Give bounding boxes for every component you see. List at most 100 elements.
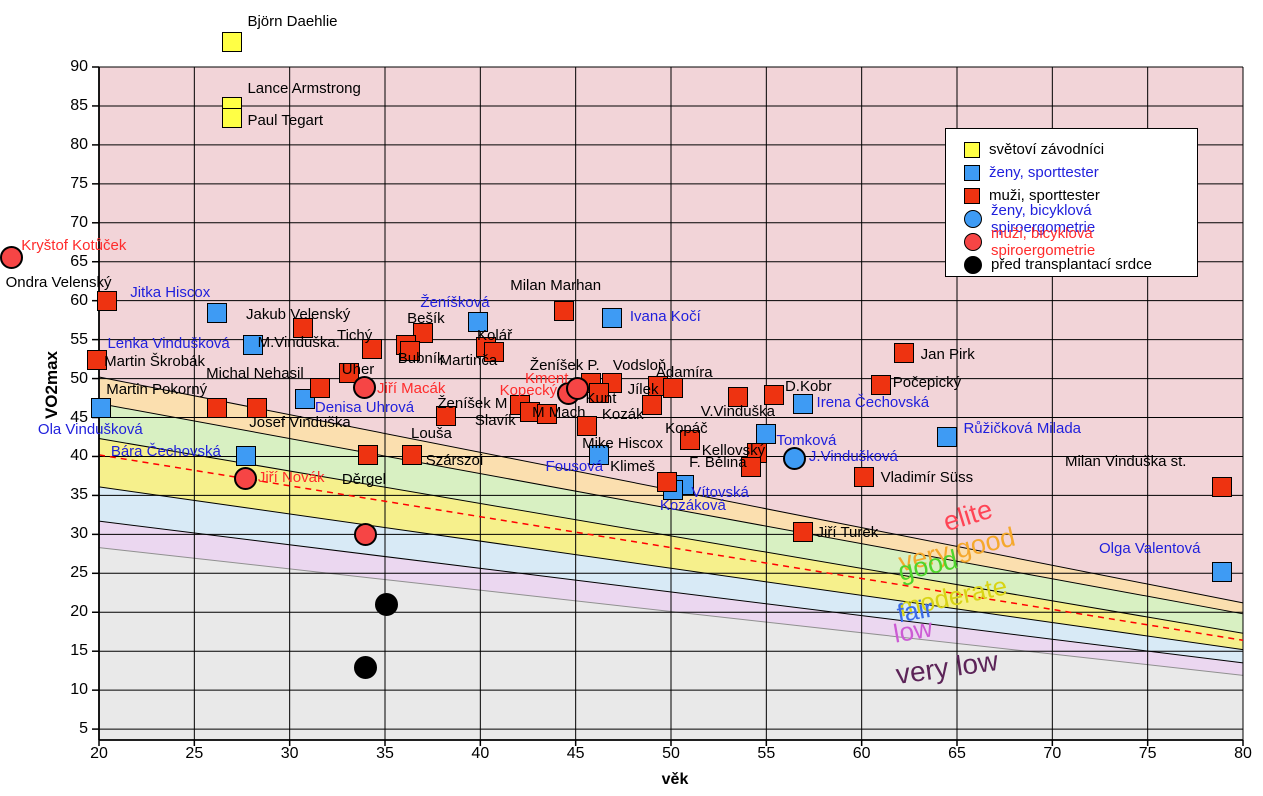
data-point-kop [680,430,701,451]
data-point-klime [657,472,678,493]
point-label: Olga Valentová [1099,539,1201,557]
x-axis-title: věk [661,771,689,788]
point-label: Bára Čechovská [110,442,221,460]
data-point-michal-nehasil [310,377,331,398]
point-label: Ondra Velenský [5,273,112,291]
point-label: Björn Daehlie [247,13,338,31]
point-label: Děrgel [341,470,387,488]
legend-marker-circle [964,255,982,274]
point-label: V.Vinduška [700,403,775,421]
data-point-m-mach [537,404,558,425]
point-label: Kopecký [499,381,558,399]
point-label: Ivana Kočí [629,307,701,325]
x-tick-label: 60 [852,745,871,762]
y-tick-label: 50 [70,369,88,387]
point-label: Ola Vindušková [37,421,143,439]
data-point-milan-marhan [554,300,575,321]
data-point-ji-mac-k [352,376,376,400]
y-tick-label: 90 [70,58,88,75]
point-label: Jiří Macák [377,379,446,397]
data-point-d-rgel [357,444,378,465]
point-label: J.Vindušková [808,448,898,466]
y-tick-label: 60 [70,291,88,309]
x-tick-label: 20 [90,745,108,762]
data-point-d-kobr [763,384,784,405]
data-point-r-i-kov-milada [937,426,958,447]
data-point [375,592,399,616]
y-tick-label: 10 [70,681,88,699]
x-tick-label: 50 [662,745,680,762]
y-tick-label: 85 [70,96,88,114]
data-point-milan-vindu-ka-st [1212,476,1233,497]
data-point-kunt [588,383,609,404]
x-tick-label: 40 [471,745,490,762]
legend-item: muži, sporttester [964,184,1197,207]
point-label: Kryštof Kotůček [21,237,127,255]
point-label: Martinča [439,352,498,370]
point-label: Kment [525,370,569,388]
x-tick-label: 70 [1043,745,1062,762]
point-label: Szárszoi [425,451,484,469]
y-tick-label: 20 [70,603,88,621]
point-label: Jiří Turek [816,524,879,542]
data-point-be-k [413,322,434,343]
point-label: Bubník [397,350,445,368]
x-tick-label: 30 [280,745,299,762]
y-tick-label: 80 [70,135,88,153]
data-point-martin-a [483,342,504,363]
point-label: Uher [341,361,375,379]
legend-item-label: světoví závodníci [989,141,1105,158]
point-label: Lance Armstrong [247,79,361,97]
legend-marker-circle [964,209,982,228]
data-point-b-ra-echovsk [235,445,256,466]
y-axis-title: VO2max [42,350,61,420]
data-point-martin-pokorn [207,398,228,419]
data-point-olga-valentov [1212,561,1233,582]
data-point-jan-pirk [893,342,914,363]
legend-item: světoví závodníci [964,138,1197,161]
data-point-po-epick [870,374,891,395]
point-label: Fousová [545,457,604,475]
data-point-bj-rn-daehlie [222,32,243,53]
y-tick-label: 45 [70,408,88,426]
legend-marker-square [964,164,980,181]
point-label: Ženíšek M [437,395,508,413]
y-tick-label: 30 [70,525,88,543]
data-point-ivana-ko [601,307,622,328]
legend: světoví závodníci ženy, sporttester muži, … [945,128,1198,277]
point-label: Kolář [477,326,513,344]
point-label: Louša [411,424,452,442]
point-label: Adamíra [655,363,713,381]
data-point-ondra-velensk [96,290,117,311]
data-point-en-kov [468,311,489,332]
point-label: F. Bělina [689,454,747,472]
legend-item: před transplantací srdce [964,253,1197,276]
legend-item-label: ženy, sporttester [989,164,1099,181]
point-label: Milan Vinduška st. [1065,452,1187,470]
data-point-v-vindu-ka [727,387,748,408]
point-label: Irena Čechovská [816,393,930,411]
point-label: Michal Nehasil [206,364,304,382]
point-label: Bešík [407,309,445,327]
legend-item: ženy, sporttester [964,161,1197,184]
point-label: D.Kobr [784,377,832,395]
point-label: Jakub Velenský [246,305,351,323]
point-label: Jitka Hiscox [130,284,211,302]
data-point-f-b-lina [741,457,762,478]
data-point-martin-krob-k [87,349,108,370]
point-label: Vladimír Süss [880,468,974,486]
data-point-bubn-k [399,341,420,362]
point-label: Jílek [627,381,659,399]
legend-marker-square [964,141,980,158]
data-point-lou-a [436,405,456,426]
data-point [354,656,378,680]
point-label: Tichý [336,327,373,345]
point-label: Jiří Novák [257,469,325,487]
x-tick-label: 25 [185,745,204,762]
data-point-jitka-hiscox [207,303,228,324]
point-label: Kozák [601,406,644,424]
y-tick-label: 5 [79,720,88,738]
x-tick-label: 80 [1234,745,1252,762]
x-tick-label: 65 [948,745,966,762]
data-point-ola-vindu-kov [90,398,111,419]
